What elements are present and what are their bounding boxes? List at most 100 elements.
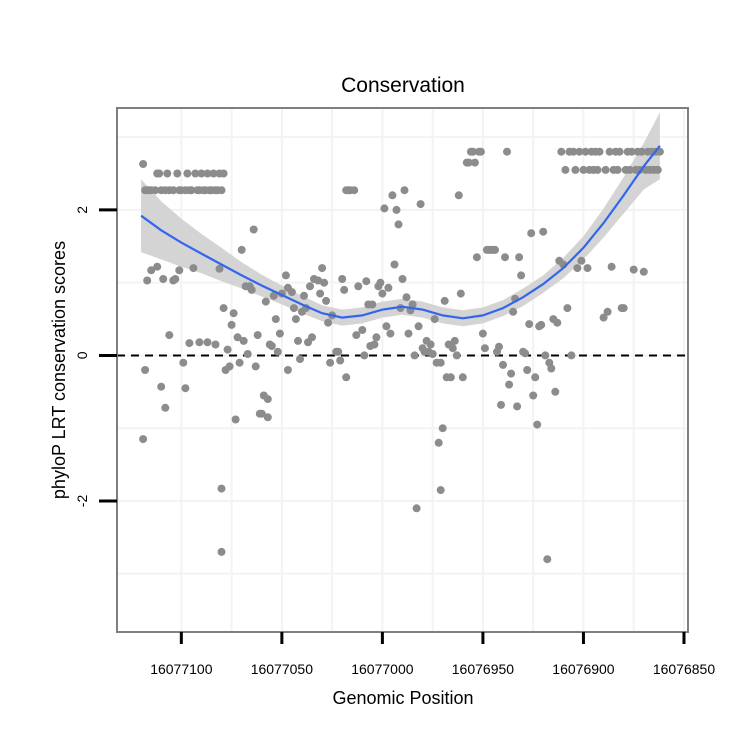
data-point: [143, 276, 152, 285]
data-point: [458, 373, 467, 382]
data-point: [503, 147, 511, 156]
data-point: [436, 358, 445, 367]
data-point: [173, 169, 182, 178]
data-point: [139, 435, 148, 444]
data-point: [197, 169, 206, 178]
data-point: [561, 165, 570, 174]
data-point: [472, 253, 481, 262]
data-point: [388, 191, 397, 200]
data-point: [195, 338, 204, 347]
data-point: [354, 282, 363, 291]
data-point: [275, 329, 284, 338]
data-point: [151, 186, 160, 195]
data-point: [430, 315, 439, 324]
data-point: [352, 331, 361, 340]
data-point: [253, 331, 262, 340]
data-point: [507, 369, 516, 378]
data-point: [400, 186, 409, 195]
data-point: [607, 262, 616, 271]
data-point: [491, 245, 499, 254]
data-point: [525, 320, 534, 329]
data-point: [464, 158, 473, 167]
chart-title: Conservation: [341, 74, 465, 97]
data-point: [593, 165, 602, 174]
data-point: [595, 147, 604, 156]
x-axis-label: Genomic Position: [332, 688, 473, 708]
data-point: [537, 320, 546, 329]
x-axis: 16077100 16077050 16077000 16076950 16076900…: [150, 632, 715, 677]
data-point: [191, 169, 200, 178]
data-point: [165, 331, 174, 340]
data-point: [382, 322, 391, 331]
data-point: [239, 336, 248, 345]
data-point: [235, 358, 244, 367]
data-point: [436, 486, 445, 495]
data-point: [263, 395, 272, 404]
y-tick-label: 0: [74, 351, 90, 359]
y-tick-label: -2: [74, 495, 90, 508]
x-tick-label: 16077000: [351, 661, 414, 677]
x-tick-label: 16077050: [251, 661, 314, 677]
data-point: [627, 147, 636, 156]
data-point: [183, 169, 192, 178]
data-point: [605, 147, 614, 156]
data-point: [342, 373, 351, 382]
data-point: [478, 329, 487, 338]
data-point: [243, 350, 252, 358]
data-point: [567, 351, 576, 360]
data-point: [233, 333, 242, 342]
data-point: [569, 147, 578, 156]
data-point: [370, 340, 379, 349]
data-point: [161, 403, 170, 412]
y-axis-label: phyloP LRT conservation scores: [49, 241, 69, 499]
data-point: [517, 271, 526, 280]
data-point: [505, 380, 514, 389]
data-point: [141, 366, 150, 374]
data-point: [316, 289, 325, 298]
data-point: [203, 338, 212, 347]
data-point: [324, 318, 333, 327]
data-point: [338, 275, 347, 283]
data-point: [368, 300, 377, 309]
data-point: [521, 349, 530, 358]
data-point: [639, 267, 648, 276]
data-point: [326, 358, 335, 367]
data-point: [181, 384, 190, 393]
data-point: [271, 315, 280, 324]
data-point: [263, 413, 272, 422]
data-point: [215, 264, 224, 273]
data-point: [539, 227, 548, 236]
data-point: [470, 158, 479, 167]
data-point: [320, 278, 329, 287]
data-point: [189, 264, 198, 273]
data-point: [531, 373, 540, 382]
plot-frame: [116, 107, 689, 633]
data-point: [573, 264, 582, 273]
data-point: [153, 262, 162, 271]
data-point: [543, 555, 552, 564]
data-point: [529, 391, 538, 400]
data-point: [553, 318, 562, 327]
smooth-trend-line: [140, 145, 661, 320]
data-point: [229, 309, 238, 318]
data-point: [509, 307, 518, 316]
data-point: [603, 307, 612, 316]
data-point: [438, 424, 447, 433]
data-point: [267, 342, 276, 350]
data-point: [217, 484, 226, 493]
data-point: [308, 333, 316, 342]
data-point: [398, 275, 407, 283]
data-point: [515, 253, 524, 262]
data-point: [408, 300, 417, 309]
data-point: [454, 191, 463, 200]
data-point: [300, 291, 308, 300]
data-point: [257, 409, 266, 418]
data-point: [237, 245, 246, 254]
data-point: [219, 169, 228, 178]
data-point: [269, 291, 278, 300]
data-point: [440, 296, 449, 305]
data-point: [497, 400, 505, 409]
x-tick-label: 16076950: [452, 661, 515, 677]
data-point: [527, 229, 536, 238]
data-point: [581, 147, 590, 156]
